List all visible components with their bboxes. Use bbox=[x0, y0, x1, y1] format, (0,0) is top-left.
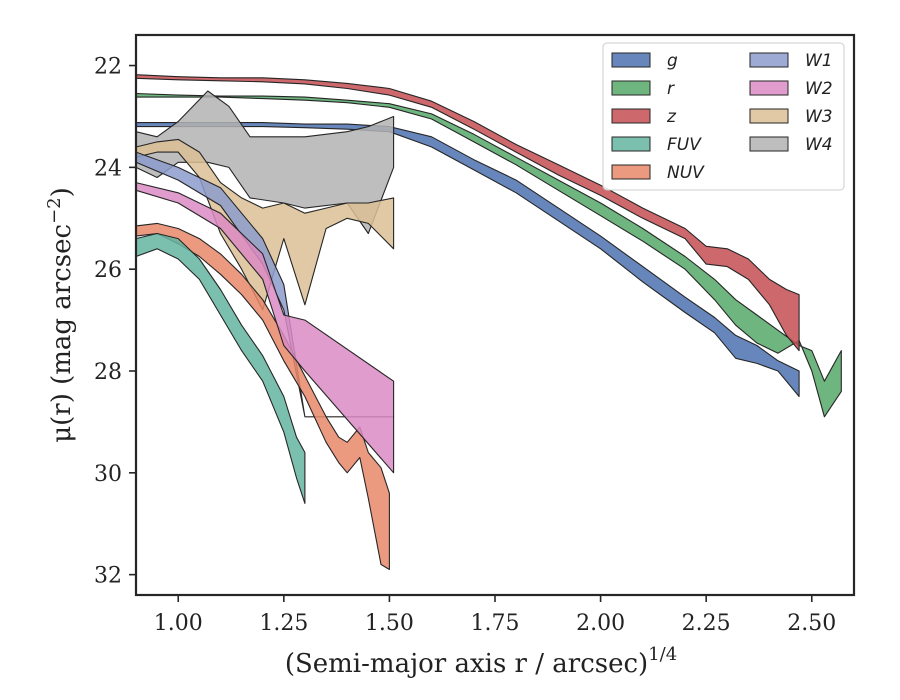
legend-swatch-nuv bbox=[611, 164, 651, 180]
legend-swatch-g bbox=[611, 52, 651, 68]
y-tick-label: 24 bbox=[94, 156, 122, 181]
legend-item-w1: W1 bbox=[749, 51, 833, 71]
x-tick-label: 2.00 bbox=[576, 611, 625, 636]
series-layer bbox=[135, 74, 842, 571]
legend-label-z: z bbox=[666, 107, 677, 127]
legend-item-w3: W3 bbox=[749, 107, 833, 127]
legend-item-w4: W4 bbox=[749, 135, 833, 155]
legend-swatch-w2 bbox=[749, 80, 789, 96]
band-fuv bbox=[135, 232, 306, 504]
y-tick-label: 28 bbox=[94, 360, 122, 385]
legend-item-nuv: NUV bbox=[611, 163, 705, 183]
x-tick-label: 1.00 bbox=[154, 611, 203, 636]
x-axis-label: (Semi-major axis r / arcsec)1/4 bbox=[285, 644, 677, 679]
x-axis-label-exponent: 1/4 bbox=[648, 644, 677, 665]
x-tick-label: 2.50 bbox=[787, 611, 836, 636]
x-tick-label: 1.50 bbox=[365, 611, 414, 636]
x-tick-label: 2.25 bbox=[682, 611, 731, 636]
legend-label-w2: W2 bbox=[805, 79, 833, 99]
y-axis-label-exponent: −2 bbox=[44, 197, 65, 224]
band-r bbox=[135, 92, 842, 418]
legend-item-w2: W2 bbox=[749, 79, 833, 99]
band-nuv bbox=[135, 222, 390, 571]
y-tick-label: 30 bbox=[94, 462, 122, 487]
legend-swatch-r bbox=[611, 80, 651, 96]
legend-label-g: g bbox=[667, 51, 678, 71]
legend-label-w1: W1 bbox=[805, 51, 833, 71]
legend-frame bbox=[602, 42, 845, 191]
y-axis-label-text: μ(r) (mag arcsec bbox=[47, 224, 77, 443]
y-axis-label: μ(r) (mag arcsec−2) bbox=[44, 187, 77, 443]
legend-item-r: r bbox=[611, 79, 675, 99]
x-tick-label: 1.75 bbox=[471, 611, 520, 636]
y-tick-label: 26 bbox=[94, 258, 122, 283]
legend-label-nuv: NUV bbox=[667, 163, 705, 183]
legend: grz FUV NUV W1 W2 W3 W4 bbox=[602, 42, 845, 191]
legend-item-g: g bbox=[611, 51, 678, 71]
legend-swatch-w4 bbox=[749, 136, 789, 152]
legend-label-w3: W3 bbox=[805, 107, 833, 127]
ticks-layer: 1.00 1.25 1.50 1.75 2.00 2.25 2.50 22 24 26 28 30 32 bbox=[94, 55, 836, 636]
band-z bbox=[135, 74, 800, 352]
y-tick-label: 32 bbox=[94, 564, 122, 589]
legend-swatch-w1 bbox=[749, 52, 789, 68]
y-tick-label: 22 bbox=[94, 55, 122, 80]
x-tick-label: 1.25 bbox=[259, 611, 308, 636]
legend-swatch-fuv bbox=[611, 136, 651, 152]
legend-item-z: z bbox=[611, 107, 677, 127]
legend-label-w4: W4 bbox=[805, 135, 833, 155]
band-w2 bbox=[135, 182, 395, 474]
legend-label-r: r bbox=[667, 79, 675, 99]
legend-swatch-w3 bbox=[749, 108, 789, 124]
legend-swatch-z bbox=[611, 108, 651, 124]
y-axis-label-suffix: ) bbox=[47, 187, 77, 197]
legend-label-fuv: FUV bbox=[667, 135, 702, 155]
legend-item-fuv: FUV bbox=[611, 135, 702, 155]
x-axis-label-text: (Semi-major axis r / arcsec) bbox=[285, 649, 648, 679]
